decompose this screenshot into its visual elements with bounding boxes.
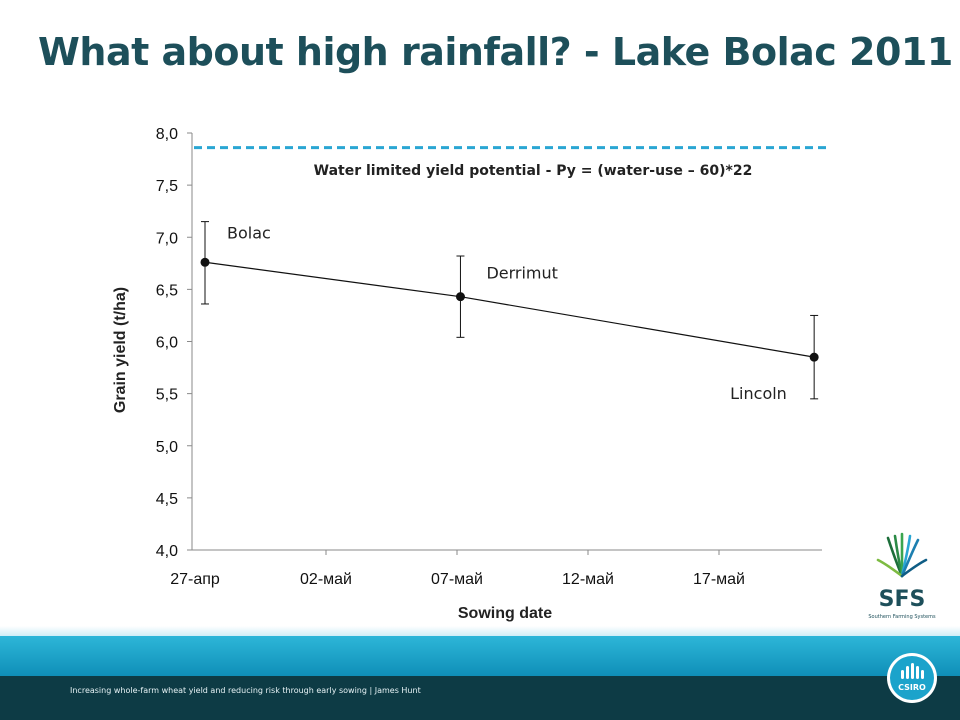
data-point-label: Lincoln xyxy=(730,384,787,403)
reference-line-label: Water limited yield potential - Py = (wa… xyxy=(314,163,753,179)
y-tick-label: 6,0 xyxy=(156,335,178,352)
y-tick-label: 5,0 xyxy=(156,439,178,456)
y-tick-label: 5,5 xyxy=(156,387,178,404)
y-axis-title: Grain yield (t/ha) xyxy=(112,287,129,413)
sfs-logo-text: SFS xyxy=(879,587,926,612)
chart-axes xyxy=(191,133,822,551)
x-tick-label: 07-май xyxy=(431,571,483,588)
footer-bar xyxy=(0,676,960,720)
reference-line-group: Water limited yield potential - Py = (wa… xyxy=(194,146,830,179)
sfs-logo-subtext: Southern Farming Systems xyxy=(868,614,936,620)
slide-title: What about high rainfall? - Lake Bolac 2… xyxy=(38,30,953,74)
y-tick-label: 4,5 xyxy=(156,491,178,508)
x-axis-title: Sowing date xyxy=(458,605,552,622)
y-tick-label: 7,5 xyxy=(156,178,178,195)
x-tick-label: 27-апр xyxy=(170,571,220,588)
data-point xyxy=(455,292,465,302)
sfs-logo: SFS Southern Farming Systems xyxy=(862,530,942,622)
y-tick-label: 4,0 xyxy=(156,543,178,560)
csiro-logo: CSIRO xyxy=(886,652,938,704)
series-group: Bolac Derrimut Lincoln xyxy=(200,221,819,403)
x-tick-label: 02-май xyxy=(300,571,352,588)
data-point xyxy=(809,352,819,362)
y-tick-label: 8,0 xyxy=(156,126,178,143)
y-tick-label: 7,0 xyxy=(156,230,178,247)
footer-band xyxy=(0,626,960,676)
chart-ticks: 4,0 4,5 5,0 5,5 6,0 6,5 7,0 7,5 8,0 27-апр 02-май 0… xyxy=(156,126,745,588)
data-point-label: Derrimut xyxy=(486,264,557,283)
csiro-logo-text: CSIRO xyxy=(898,683,926,692)
x-tick-label: 12-май xyxy=(562,571,614,588)
data-point-label: Bolac xyxy=(227,223,271,242)
footer-text: Increasing whole-farm wheat yield and re… xyxy=(70,686,421,695)
y-tick-label: 6,5 xyxy=(156,282,178,299)
yield-chart: 4,0 4,5 5,0 5,5 6,0 6,5 7,0 7,5 8,0 27-апр 02-май 0… xyxy=(112,126,830,622)
x-tick-label: 17-май xyxy=(693,571,745,588)
data-point xyxy=(200,257,210,267)
